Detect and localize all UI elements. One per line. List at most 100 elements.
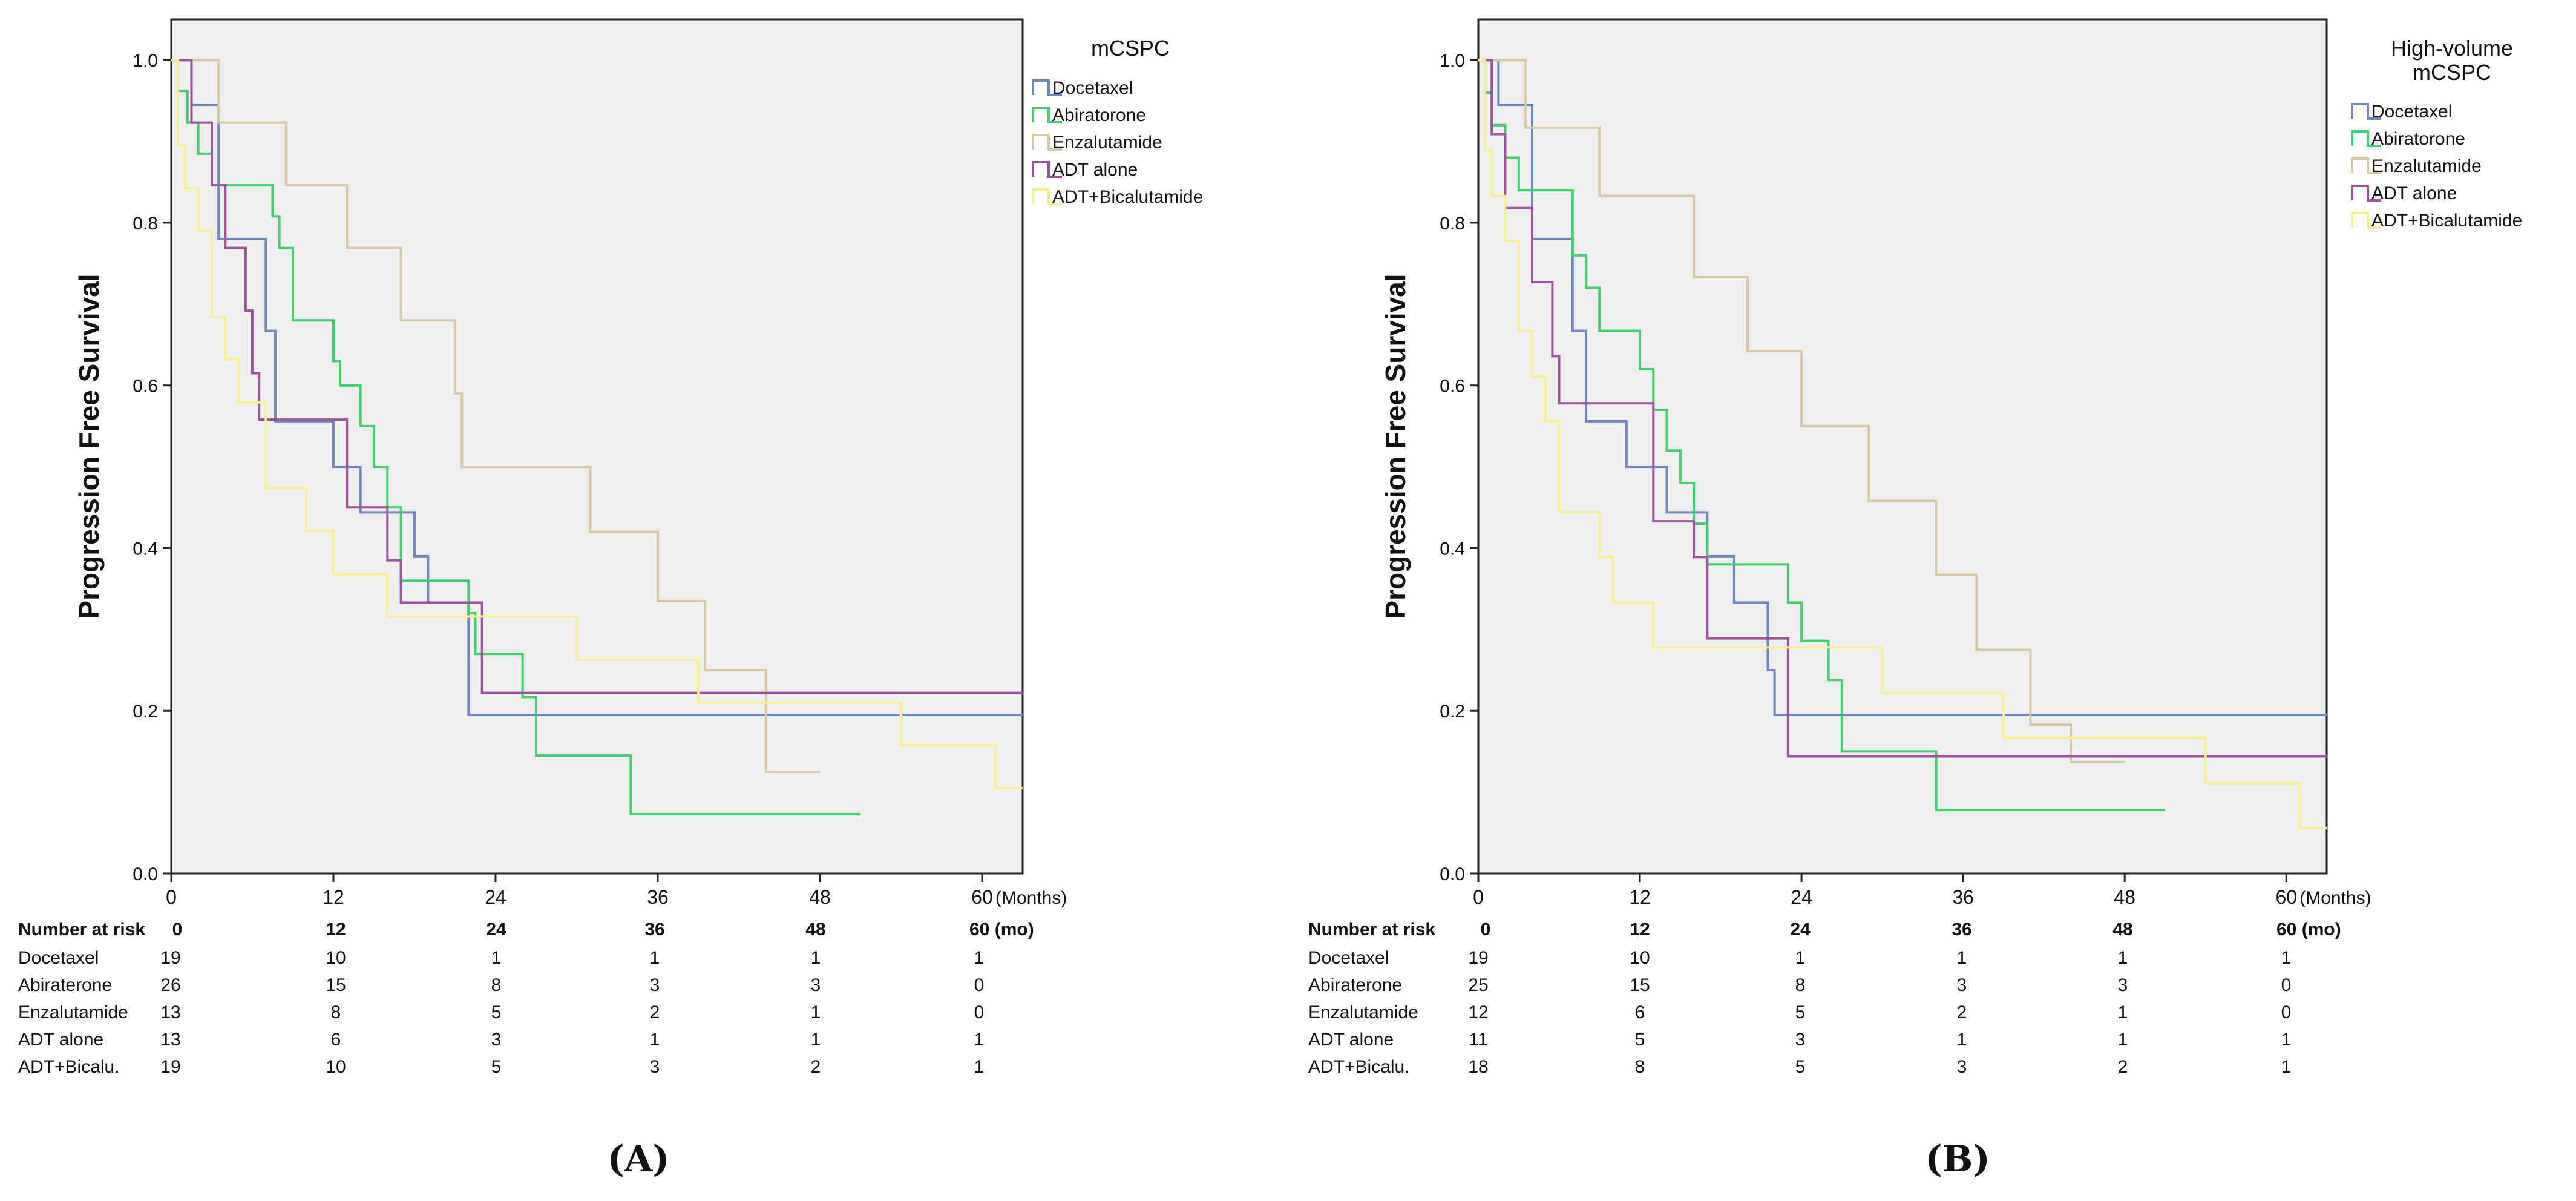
risk-table-header: Number at risk [18, 920, 145, 939]
legend-swatch [2351, 130, 2381, 147]
risk-table-timepoint: 48 [805, 920, 825, 939]
legend-entry: Docetaxel [2371, 102, 2452, 122]
km-curve-adt-alone [171, 59, 1023, 694]
panel-label: (A) [607, 1138, 669, 1180]
risk-row-value: 0 [2281, 975, 2292, 995]
risk-row-value: 5 [491, 1057, 502, 1077]
y-tick-label: 1.0 [1440, 51, 1465, 71]
risk-row-value: 8 [491, 975, 502, 995]
legend-entry: ADT+Bicalutamide [1052, 187, 1203, 207]
km-curve-enzalutamide [171, 59, 820, 774]
legend-swatch [2351, 157, 2381, 174]
y-tick-label: 0.0 [133, 864, 158, 884]
risk-row-value: 1 [2118, 948, 2128, 968]
risk-row-value: 25 [1468, 975, 1488, 995]
risk-row-value: 3 [811, 975, 821, 995]
risk-row-value: 1 [2118, 1002, 2128, 1022]
risk-row-value: 1 [650, 1030, 660, 1050]
risk-row-value: 10 [326, 1057, 346, 1077]
risk-row-value: 12 [1468, 1002, 1488, 1022]
risk-table-timepoint: 24 [1790, 920, 1811, 939]
panel-label: (B) [1925, 1138, 1990, 1180]
risk-row-value: 2 [2118, 1057, 2128, 1077]
x-tick-label: 36 [647, 886, 669, 908]
y-axis-label: Progression Free Survival [73, 274, 105, 619]
risk-row-value: 1 [974, 1030, 985, 1050]
risk-row-value: 1 [974, 1057, 985, 1077]
x-tick-label: 36 [1952, 886, 1974, 908]
legend-title: mCSPC [1091, 36, 1170, 61]
risk-row-value: 1 [491, 948, 502, 968]
legend-swatch [2351, 103, 2381, 120]
y-tick-label: 0.8 [133, 214, 158, 234]
km-curve-abiratorone [171, 59, 860, 815]
risk-row-value: 3 [2118, 975, 2128, 995]
risk-row-value: 6 [1635, 1002, 1645, 1022]
legend: mCSPC Docetaxel Abiratorone Enzalutamide ADT… [1032, 36, 1203, 207]
risk-row-label: Abiraterone [18, 975, 112, 995]
risk-row-value: 3 [650, 975, 660, 995]
risk-table: Number at risk 0 12 24 36 48 60 (mo)Docetaxel 1… [18, 920, 1034, 1077]
legend-entry: Enzalutamide [2371, 156, 2482, 176]
risk-row-label: Enzalutamide [1308, 1002, 1418, 1022]
risk-row-value: 18 [1468, 1057, 1488, 1077]
risk-row-value: 1 [811, 1002, 821, 1022]
legend-entry: ADT alone [2371, 183, 2457, 203]
km-panel-a: 0.00.20.40.60.81.00 12 24 36 48 60 (Months)Pro… [18, 18, 1203, 1180]
legend-entry: Docetaxel [1052, 78, 1133, 98]
risk-row-value: 10 [1630, 948, 1650, 968]
risk-table-timepoint: 24 [486, 920, 506, 939]
risk-row-label: Docetaxel [18, 948, 99, 968]
risk-row-value: 2 [1957, 1002, 1967, 1022]
y-tick-label: 0.0 [1440, 864, 1465, 884]
risk-row-value: 8 [1795, 975, 1806, 995]
risk-row-value: 13 [160, 1002, 180, 1022]
km-curve-adt-bicalutamide [171, 59, 1023, 789]
x-tick-label: 0 [1473, 886, 1484, 908]
plot-area [1477, 18, 2328, 875]
y-tick-label: 0.6 [133, 377, 158, 396]
x-tick-label: 48 [809, 886, 831, 908]
risk-row-value: 3 [1957, 1057, 1967, 1077]
risk-row-label: ADT+Bicalu. [18, 1057, 120, 1077]
risk-row-value: 0 [974, 1002, 985, 1022]
y-tick-label: 0.4 [133, 539, 158, 559]
legend-title: mCSPC [2413, 60, 2491, 85]
risk-row-value: 1 [2281, 1057, 2292, 1077]
km-curve-abiratorone [1478, 59, 2165, 812]
risk-row-value: 1 [2281, 948, 2292, 968]
x-axis-unit: (Months) [995, 888, 1067, 908]
risk-table-timepoint: 60 (mo) [969, 920, 1034, 939]
y-tick-label: 0.2 [1440, 702, 1465, 722]
x-tick-label: 12 [323, 886, 344, 908]
risk-row-value: 1 [650, 948, 660, 968]
x-tick-label: 60 [2275, 886, 2297, 908]
x-tick-label: 0 [166, 886, 177, 908]
legend-swatch [2351, 212, 2381, 229]
risk-table-timepoint: 12 [326, 920, 346, 939]
risk-table-timepoint: 36 [1952, 920, 1971, 939]
risk-row-value: 2 [650, 1002, 660, 1022]
legend-swatch [1032, 107, 1062, 123]
legend-swatch [1032, 134, 1062, 151]
legend-swatch [2351, 185, 2381, 202]
legend-entry: ADT+Bicalutamide [2371, 211, 2522, 231]
risk-table-timepoint: 36 [644, 920, 664, 939]
km-curve-adt-alone [1478, 59, 2327, 758]
risk-table-timepoint: 0 [1481, 920, 1491, 939]
risk-row-value: 1 [2281, 1030, 2292, 1050]
legend-title: High-volume [2391, 36, 2513, 61]
legend-swatch [1032, 161, 1062, 178]
y-tick-label: 0.2 [133, 702, 158, 722]
x-tick-label: 60 [971, 886, 993, 908]
risk-row-value: 3 [1795, 1030, 1806, 1050]
risk-row-value: 26 [160, 975, 180, 995]
risk-row-value: 15 [1630, 975, 1650, 995]
risk-row-label: ADT+Bicalu. [1308, 1057, 1410, 1077]
x-tick-label: 48 [2114, 886, 2135, 908]
risk-row-value: 8 [1635, 1057, 1645, 1077]
risk-row-label: Abiraterone [1308, 975, 1402, 995]
risk-row-value: 10 [326, 948, 346, 968]
km-curve-docetaxel [1478, 59, 2327, 716]
